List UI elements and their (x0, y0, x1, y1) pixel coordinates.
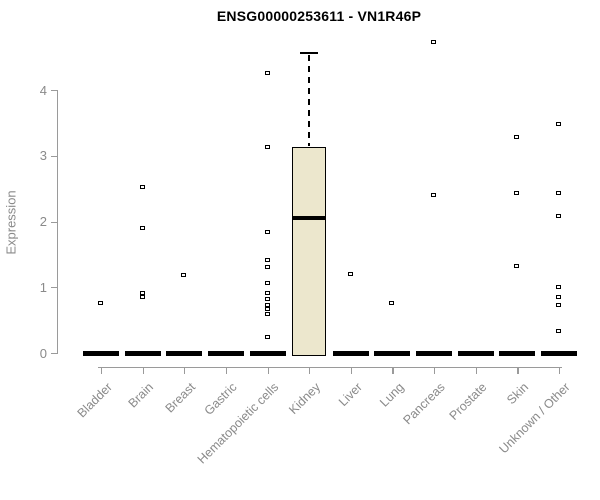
x-tick-mark (142, 368, 144, 374)
outlier-point (514, 135, 520, 140)
outlier-point (431, 39, 437, 44)
outlier-point (98, 301, 103, 306)
outlier-point (514, 263, 520, 268)
x-tick-mark (434, 368, 436, 374)
outlier-point (139, 184, 145, 189)
outlier-point (389, 301, 395, 306)
outlier-point (264, 71, 270, 76)
y-tick-label: 4 (39, 82, 47, 98)
flat-box-breast (166, 350, 203, 356)
y-tick-label: 3 (39, 148, 47, 164)
outlier-point (139, 294, 145, 299)
outlier-point (556, 303, 562, 308)
outlier-point (264, 265, 270, 270)
x-tick-mark (267, 368, 269, 374)
flat-box-gastric (207, 350, 244, 356)
y-tick-label: 0 (39, 345, 47, 361)
x-category-label: Hematopoietic cells (194, 380, 282, 467)
x-tick-mark (225, 368, 228, 374)
x-category-label: Prostate (446, 380, 490, 423)
flat-box-hematopoietic-cells (249, 350, 286, 356)
x-tick-mark (309, 368, 311, 374)
flat-box-bladder (83, 350, 119, 356)
median-line (292, 216, 327, 221)
outlier-point (347, 271, 353, 276)
y-tick-mark (51, 353, 57, 355)
x-category-label: Breast (162, 380, 199, 416)
flat-box-prostate (457, 350, 494, 356)
flat-box-liver (332, 350, 369, 356)
outlier-point (514, 190, 520, 195)
x-tick-mark (350, 368, 353, 374)
chart-title: ENSG00000253611 - VN1R46P (216, 8, 422, 24)
x-category-label: Brain (126, 380, 157, 411)
x-tick-mark (517, 368, 519, 374)
outlier-point (556, 285, 562, 290)
y-tick-mark (51, 90, 57, 92)
x-category-label: Lung (376, 380, 407, 410)
outlier-point (264, 280, 270, 285)
outlier-point (264, 302, 270, 307)
x-tick-mark (559, 368, 561, 374)
y-tick-label: 1 (39, 279, 47, 295)
x-category-label: Skin (504, 380, 532, 408)
y-tick-label: 2 (39, 214, 47, 229)
x-category-label: Gastric (201, 380, 240, 418)
outlier-point (556, 295, 562, 300)
x-tick-mark (392, 368, 394, 374)
outlier-point (264, 144, 270, 149)
y-tick-mark (51, 287, 57, 289)
flat-box-brain (124, 350, 161, 356)
flat-box-pancreas (416, 350, 453, 356)
outlier-point (264, 312, 270, 317)
y-tick-mark (51, 221, 57, 223)
whisker-cap (300, 51, 319, 55)
y-tick-mark (51, 155, 57, 157)
outlier-point (264, 296, 270, 301)
x-category-label: Kidney (286, 380, 324, 417)
x-tick-mark (475, 368, 477, 374)
outlier-point (264, 230, 270, 235)
outlier-point (181, 272, 187, 277)
outlier-point (264, 291, 270, 296)
flat-box-skin (499, 350, 536, 356)
x-tick-mark (101, 368, 103, 374)
x-category-label: Pancreas (400, 380, 449, 428)
x-category-label: Bladder (74, 380, 115, 421)
outlier-point (264, 335, 270, 340)
outlier-point (556, 329, 562, 334)
flat-box-lung (374, 350, 411, 356)
y-axis (57, 90, 59, 354)
outlier-point (556, 191, 562, 196)
outlier-point (264, 307, 270, 312)
flat-box-unknown-other (541, 350, 578, 356)
x-tick-mark (184, 368, 186, 374)
outlier-point (556, 121, 562, 126)
x-category-label: Liver (335, 380, 365, 410)
outlier-point (264, 258, 270, 263)
outlier-point (431, 192, 437, 197)
upper-whisker (308, 55, 311, 147)
outlier-point (139, 225, 145, 230)
x-axis (98, 367, 563, 369)
outlier-point (556, 213, 562, 218)
box-kidney (292, 147, 327, 356)
